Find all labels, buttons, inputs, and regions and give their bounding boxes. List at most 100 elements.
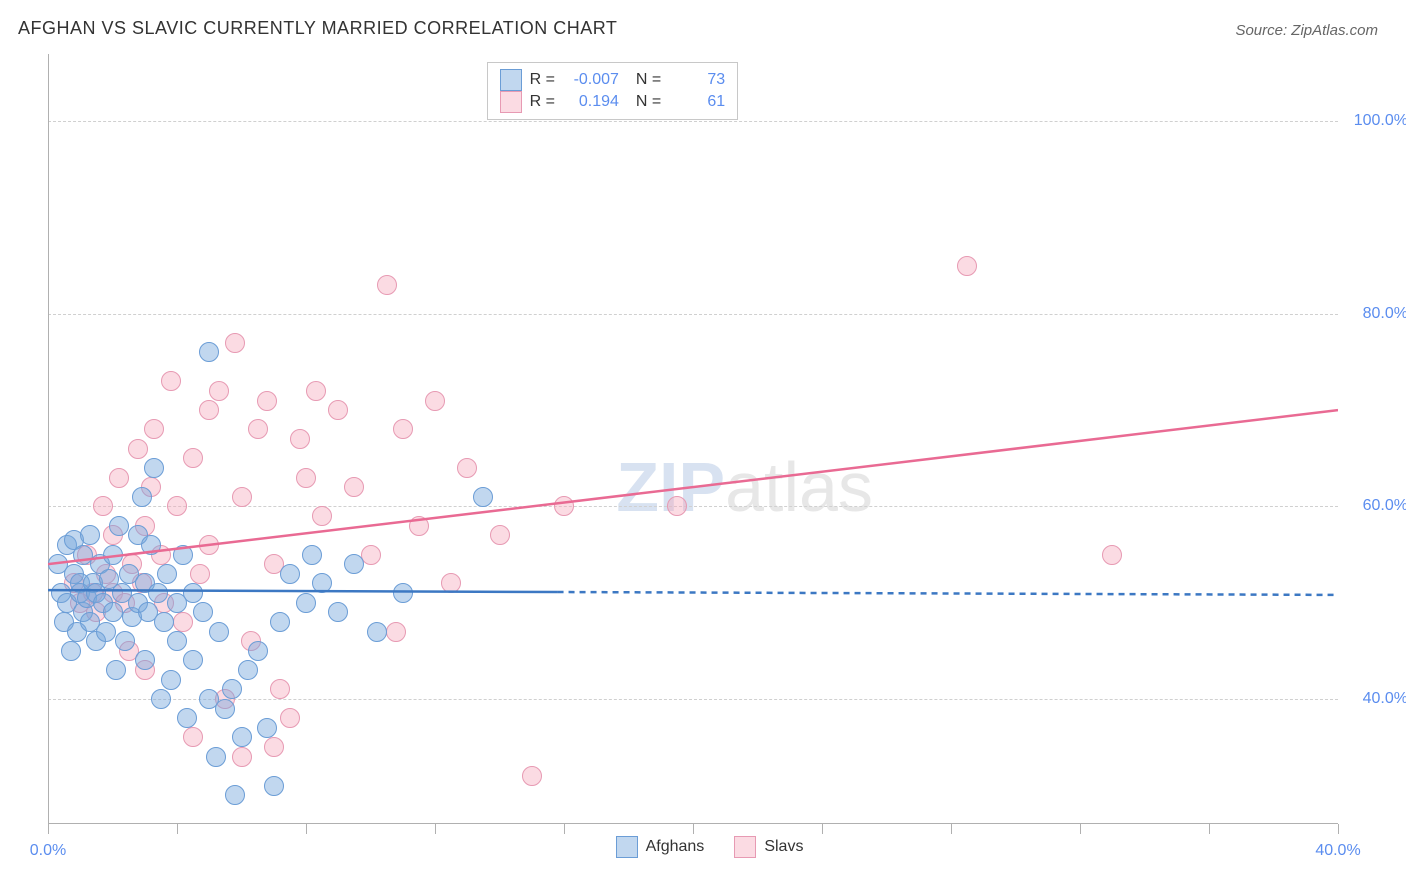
data-point-blue	[193, 602, 213, 622]
data-point-pink	[490, 525, 510, 545]
data-point-pink	[344, 477, 364, 497]
data-point-pink	[328, 400, 348, 420]
bottom-legend: Afghans Slavs	[616, 836, 804, 858]
data-point-blue	[183, 650, 203, 670]
data-point-blue	[264, 776, 284, 796]
y-tick-label: 60.0%	[1348, 497, 1406, 515]
x-tick	[306, 824, 307, 834]
swatch-afghans-icon	[616, 836, 638, 858]
data-point-pink	[554, 496, 574, 516]
data-point-pink	[257, 391, 277, 411]
x-tick	[564, 824, 565, 834]
data-point-pink	[232, 747, 252, 767]
data-point-blue	[222, 679, 242, 699]
data-point-blue	[232, 727, 252, 747]
y-tick-label: 40.0%	[1348, 690, 1406, 708]
stats-r-afghans: -0.007	[563, 71, 619, 89]
data-point-blue	[135, 650, 155, 670]
x-tick-label: 40.0%	[1315, 842, 1360, 860]
data-point-blue	[144, 458, 164, 478]
stats-r-label: R =	[530, 93, 555, 111]
x-tick	[177, 824, 178, 834]
data-point-pink	[161, 371, 181, 391]
data-point-blue	[302, 545, 322, 565]
data-point-blue	[103, 545, 123, 565]
data-point-blue	[367, 622, 387, 642]
data-point-pink	[522, 766, 542, 786]
data-point-pink	[306, 381, 326, 401]
data-point-pink	[409, 516, 429, 536]
data-point-blue	[248, 641, 268, 661]
data-point-blue	[167, 631, 187, 651]
grid-line	[48, 699, 1338, 700]
data-point-blue	[161, 670, 181, 690]
data-point-blue	[238, 660, 258, 680]
trend-line-afghans-dashed	[558, 592, 1338, 595]
data-point-pink	[109, 468, 129, 488]
data-point-blue	[80, 525, 100, 545]
stats-n-slavs: 61	[669, 93, 725, 111]
data-point-pink	[199, 535, 219, 555]
x-tick	[1338, 824, 1339, 834]
data-point-blue	[61, 641, 81, 661]
data-point-blue	[183, 583, 203, 603]
data-point-blue	[280, 564, 300, 584]
data-point-pink	[232, 487, 252, 507]
data-point-blue	[206, 747, 226, 767]
data-point-blue	[96, 622, 116, 642]
data-point-pink	[209, 381, 229, 401]
data-point-pink	[128, 439, 148, 459]
data-point-blue	[132, 487, 152, 507]
data-point-pink	[296, 468, 316, 488]
swatch-afghans	[500, 69, 522, 91]
data-point-blue	[344, 554, 364, 574]
data-point-blue	[225, 785, 245, 805]
data-point-pink	[425, 391, 445, 411]
stats-n-afghans: 73	[669, 71, 725, 89]
y-axis-line	[48, 54, 49, 824]
grid-line	[48, 314, 1338, 315]
data-point-blue	[141, 535, 161, 555]
data-point-pink	[270, 679, 290, 699]
data-point-blue	[173, 545, 193, 565]
data-point-pink	[190, 564, 210, 584]
grid-line	[48, 121, 1338, 122]
data-point-blue	[115, 631, 135, 651]
data-point-pink	[183, 448, 203, 468]
data-point-blue	[209, 622, 229, 642]
x-tick	[822, 824, 823, 834]
data-point-blue	[148, 583, 168, 603]
swatch-slavs-icon	[734, 836, 756, 858]
watermark: ZIPatlas	[616, 447, 873, 527]
data-point-pink	[667, 496, 687, 516]
legend-item-afghans: Afghans	[616, 836, 705, 858]
x-tick	[951, 824, 952, 834]
data-point-pink	[173, 612, 193, 632]
data-point-blue	[257, 718, 277, 738]
data-point-pink	[183, 727, 203, 747]
data-point-blue	[151, 689, 171, 709]
data-point-blue	[312, 573, 332, 593]
x-tick	[435, 824, 436, 834]
data-point-blue	[296, 593, 316, 613]
data-point-pink	[290, 429, 310, 449]
data-point-pink	[386, 622, 406, 642]
stats-row-slavs: R = 0.194 N = 61	[500, 91, 726, 113]
data-point-blue	[473, 487, 493, 507]
data-point-pink	[957, 256, 977, 276]
data-point-blue	[393, 583, 413, 603]
data-point-pink	[199, 400, 219, 420]
swatch-slavs	[500, 91, 522, 113]
data-point-pink	[144, 419, 164, 439]
x-tick	[693, 824, 694, 834]
data-point-blue	[103, 602, 123, 622]
data-point-pink	[1102, 545, 1122, 565]
data-point-blue	[109, 516, 129, 536]
y-tick-label: 80.0%	[1348, 305, 1406, 323]
stats-r-label: R =	[530, 71, 555, 89]
stats-r-slavs: 0.194	[563, 93, 619, 111]
x-tick-label: 0.0%	[30, 842, 66, 860]
stats-n-label: N =	[627, 71, 661, 89]
data-point-pink	[393, 419, 413, 439]
data-point-blue	[154, 612, 174, 632]
